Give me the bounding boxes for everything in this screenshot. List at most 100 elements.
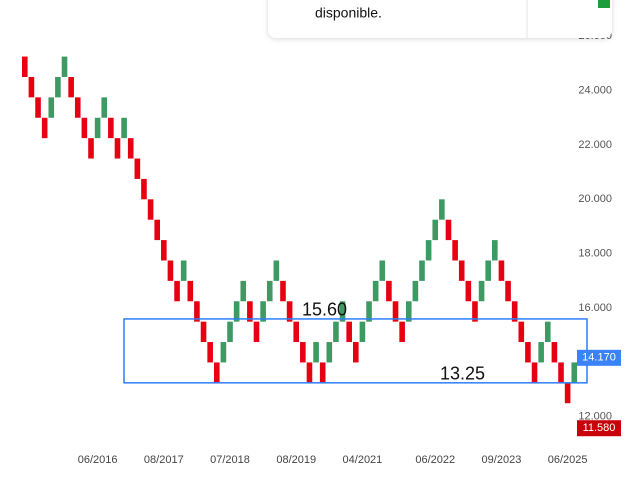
renko-brick — [213, 362, 220, 383]
renko-brick — [485, 260, 491, 281]
renko-brick — [525, 342, 531, 363]
renko-brick — [478, 280, 485, 302]
renko-brick — [61, 56, 68, 77]
x-tick-label: 04/2021 — [343, 454, 383, 466]
renko-brick — [101, 97, 108, 118]
popup — [268, 0, 612, 38]
renko-brick — [147, 199, 154, 220]
renko-brick — [127, 138, 134, 159]
renko-brick — [161, 240, 167, 261]
price-tag-label: 11.580 — [583, 422, 616, 434]
renko-brick — [531, 362, 538, 383]
renko-brick — [372, 280, 379, 302]
renko-brick — [498, 260, 505, 281]
renko-brick — [28, 76, 35, 98]
renko-brick — [405, 301, 412, 322]
renko-brick — [445, 219, 452, 241]
renko-brick — [472, 301, 478, 322]
renko-brick — [286, 301, 293, 322]
renko-brick — [511, 301, 518, 322]
renko-brick — [558, 362, 564, 383]
renko-brick — [465, 280, 472, 302]
renko-brick — [88, 138, 94, 159]
renko-brick — [260, 301, 266, 322]
renko-brick — [339, 301, 346, 322]
renko-brick — [74, 97, 81, 118]
renko-brick — [432, 219, 439, 241]
renko-brick — [273, 260, 280, 281]
renko-brick — [326, 342, 333, 363]
renko-brick — [114, 138, 121, 159]
y-tick-label: 18.000 — [578, 248, 612, 260]
annotation: 13.25 — [440, 364, 485, 384]
renko-brick — [167, 260, 174, 281]
renko-brick — [280, 280, 286, 302]
renko-brick — [306, 362, 313, 383]
popup-text: disponible. — [315, 5, 382, 21]
renko-brick — [366, 301, 372, 322]
renko-brick — [227, 321, 233, 343]
renko-brick — [518, 321, 525, 343]
y-tick-label: 22.000 — [578, 139, 612, 151]
renko-brick — [425, 240, 432, 261]
renko-brick — [48, 97, 55, 118]
renko-brick — [564, 382, 571, 404]
renko-brick — [68, 76, 74, 98]
renko-brick — [233, 301, 240, 322]
renko-brick — [180, 260, 187, 281]
renko-brick — [134, 158, 141, 179]
renko-brick — [293, 321, 300, 343]
renko-brick — [200, 321, 207, 343]
renko-brick — [544, 321, 551, 343]
renko-brick — [194, 301, 200, 322]
renko-brick — [266, 280, 273, 302]
renko-brick — [412, 280, 419, 302]
renko-brick — [253, 321, 260, 343]
x-tick-label: 07/2018 — [210, 454, 250, 466]
renko-brick — [81, 117, 88, 139]
renko-brick — [439, 199, 445, 220]
x-tick-label: 08/2019 — [276, 454, 316, 466]
x-tick-label: 06/2016 — [78, 454, 118, 466]
renko-brick — [538, 342, 544, 363]
annotation: 15.60 — [302, 300, 347, 320]
renko-brick — [94, 117, 101, 139]
y-tick-label: 16.000 — [578, 302, 612, 314]
corner-badge — [598, 0, 610, 8]
renko-brick — [571, 362, 578, 383]
renko-brick — [141, 178, 147, 200]
renko-brick — [207, 342, 213, 363]
renko-brick — [492, 240, 498, 261]
x-tick-label: 08/2017 — [144, 454, 184, 466]
y-tick-label: 24.000 — [578, 84, 612, 96]
renko-brick — [379, 260, 386, 281]
renko-brick — [41, 117, 48, 139]
renko-brick — [353, 342, 359, 363]
renko-brick — [240, 280, 247, 302]
price-tag-label: 14.170 — [582, 352, 616, 364]
renko-brick — [55, 76, 61, 98]
renko-brick — [458, 260, 465, 281]
renko-brick — [319, 362, 326, 383]
renko-brick — [247, 301, 253, 322]
renko-brick — [108, 117, 114, 139]
renko-brick — [333, 321, 339, 343]
x-tick-label: 06/2025 — [548, 454, 588, 466]
renko-brick — [452, 240, 458, 261]
renko-brick — [392, 301, 399, 322]
y-tick-label: 12.000 — [578, 411, 612, 423]
renko-brick — [121, 117, 127, 139]
renko-brick — [187, 280, 194, 302]
x-tick-label: 09/2023 — [482, 454, 522, 466]
renko-brick — [346, 321, 352, 343]
renko-brick — [359, 321, 366, 343]
price-tag — [577, 420, 621, 437]
y-tick-label: 20.000 — [578, 193, 612, 205]
renko-brick — [220, 342, 227, 363]
renko-brick — [300, 342, 306, 363]
renko-brick — [174, 280, 180, 302]
x-tick-label: 06/2022 — [415, 454, 455, 466]
renko-brick — [551, 342, 558, 363]
renko-brick — [35, 97, 41, 118]
